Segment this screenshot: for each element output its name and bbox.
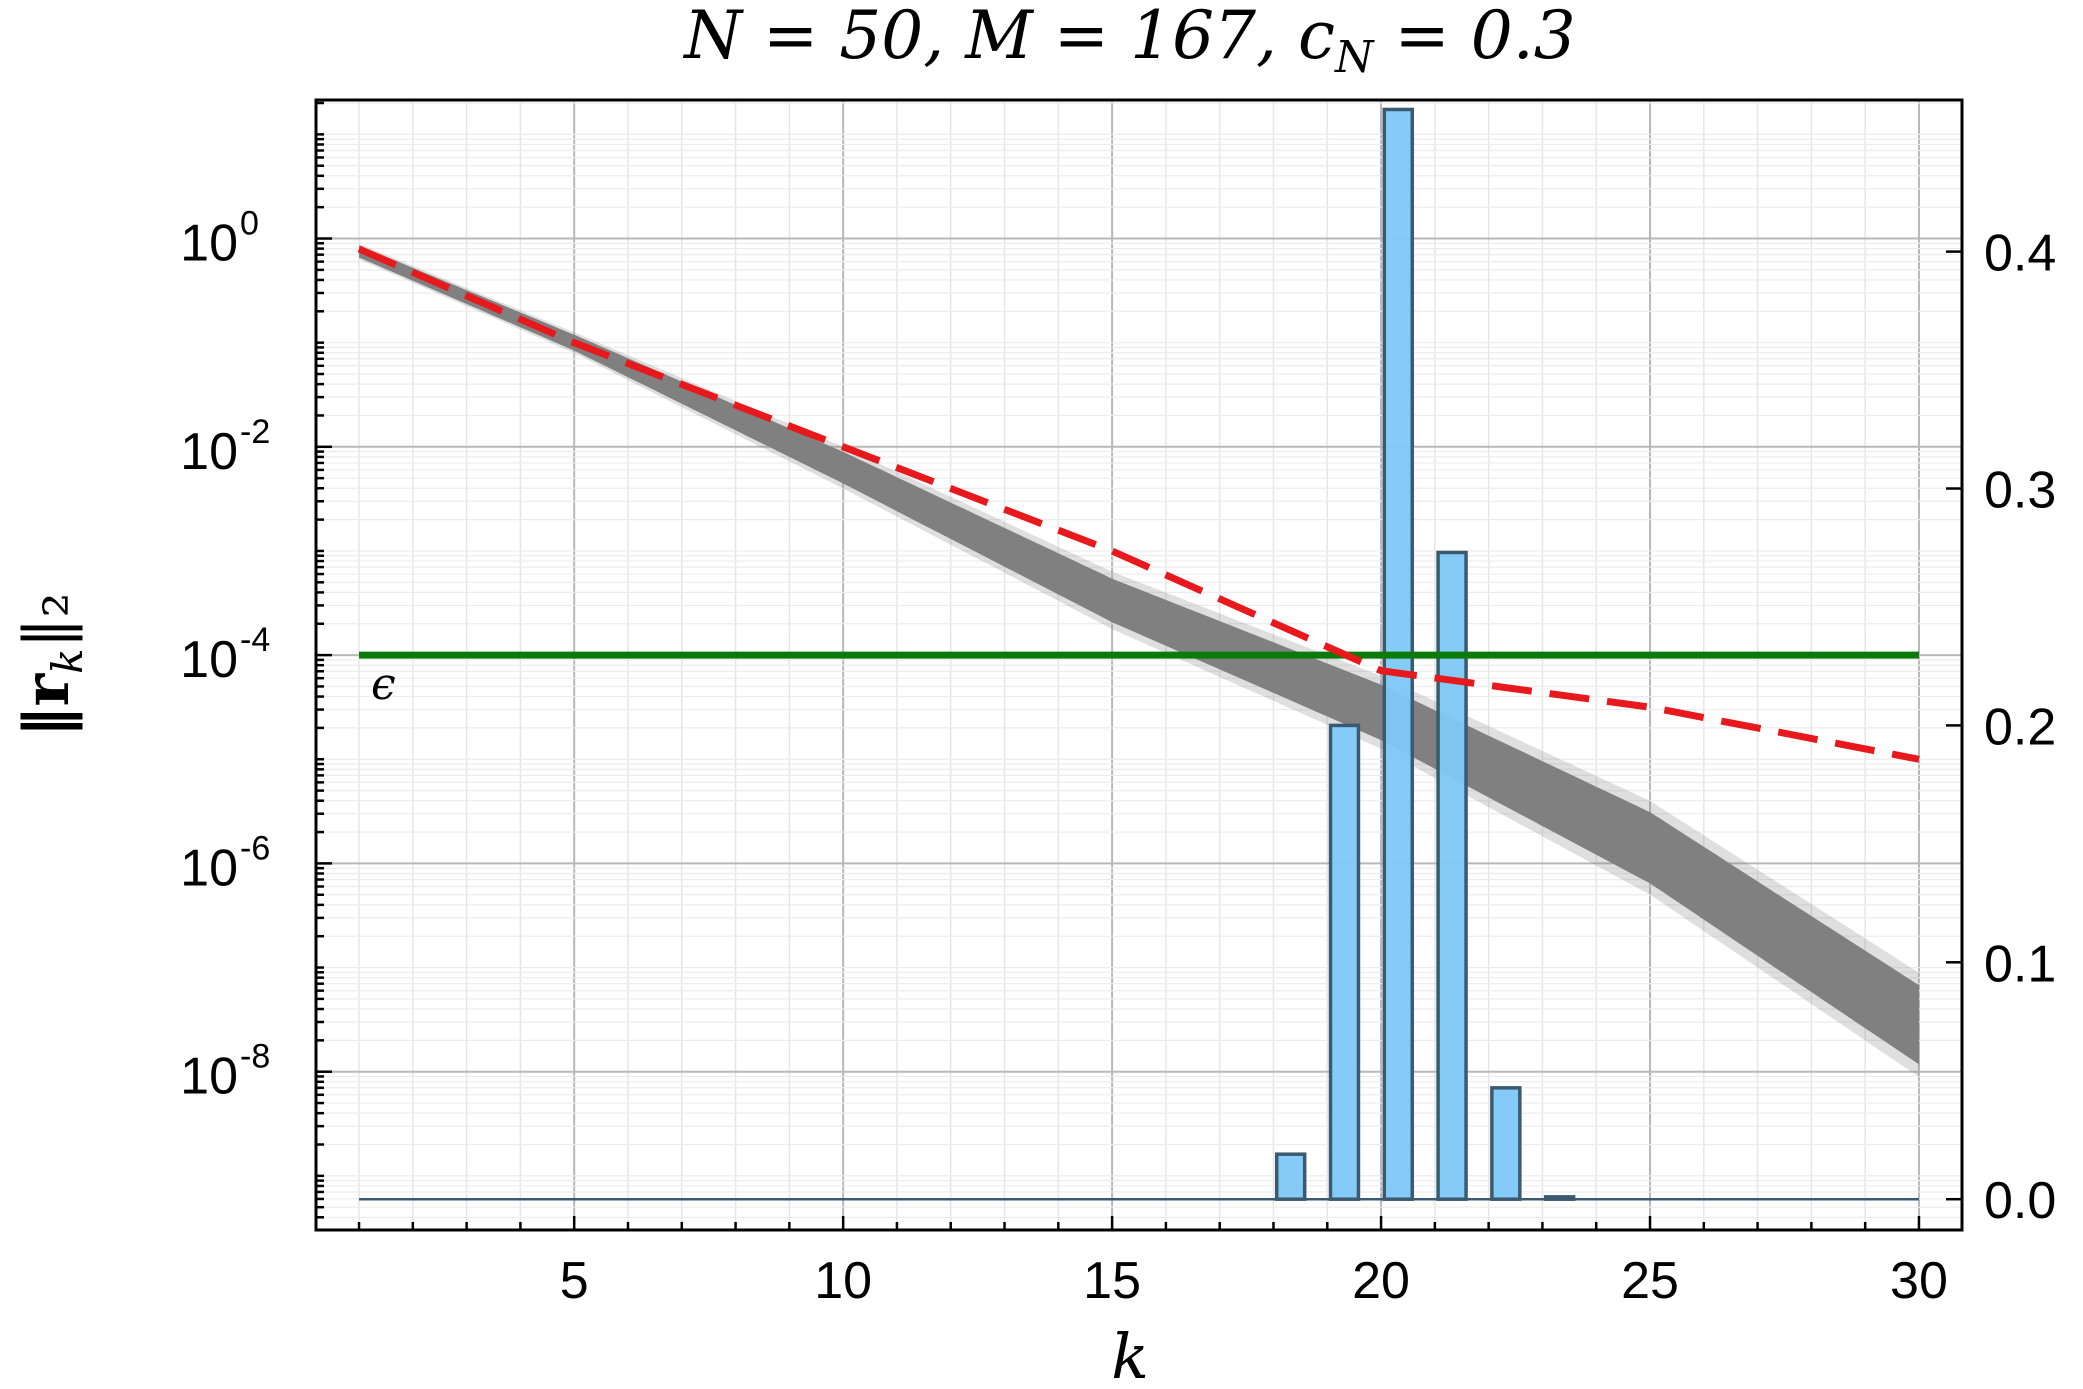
bar bbox=[1436, 550, 1468, 1201]
x-tick-label: 5 bbox=[560, 1252, 589, 1310]
bar bbox=[1490, 1086, 1522, 1201]
left-tick-exponent: 0 bbox=[240, 205, 259, 243]
right-tick-label: 0.1 bbox=[1984, 935, 2056, 993]
left-tick-label: 10 bbox=[180, 215, 238, 273]
title-rest: = 0.3 bbox=[1373, 0, 1575, 74]
x-axis-ticks: 5 10 15 20 25 30 bbox=[357, 1216, 1948, 1310]
right-axis-ticks: 0.0 0.1 0.2 0.3 0.4 bbox=[1946, 225, 2056, 1230]
title-subscript: N bbox=[1334, 32, 1375, 83]
ylabel-rest: ‖₂ bbox=[10, 593, 83, 649]
left-tick-label: 10 bbox=[180, 631, 238, 689]
ylabel-main: ‖r bbox=[10, 672, 83, 737]
bar bbox=[1328, 723, 1361, 1201]
left-tick-exponent: -4 bbox=[240, 621, 270, 659]
x-axis-label: k bbox=[1111, 1320, 1149, 1389]
ylabel-subscript: k bbox=[43, 648, 92, 673]
bound-line bbox=[357, 245, 1920, 763]
right-tick-label: 0.3 bbox=[1984, 462, 2056, 520]
epsilon-label: ϵ bbox=[371, 659, 396, 710]
y-axis-label: ‖rk‖₂ bbox=[10, 593, 92, 738]
right-tick-label: 0.0 bbox=[1984, 1172, 2056, 1230]
residual-band bbox=[359, 243, 1919, 1077]
chart-title: N = 50, M = 167, cN = 0.3 bbox=[682, 0, 1575, 83]
band-halo bbox=[359, 243, 1919, 1077]
left-tick-label: 10 bbox=[180, 839, 238, 897]
x-tick-label: 25 bbox=[1621, 1252, 1679, 1310]
x-tick-label: 20 bbox=[1352, 1252, 1410, 1310]
title-main: N = 50, M = 167, c bbox=[682, 0, 1335, 74]
left-tick-exponent: -2 bbox=[240, 413, 270, 451]
reference-lines: ϵ bbox=[357, 245, 1920, 763]
x-tick-label: 10 bbox=[814, 1252, 872, 1310]
bar bbox=[1274, 1152, 1307, 1201]
left-tick-exponent: -8 bbox=[240, 1038, 270, 1076]
right-tick-label: 0.2 bbox=[1984, 698, 2056, 756]
right-tick-label: 0.4 bbox=[1984, 225, 2056, 283]
x-tick-label: 30 bbox=[1890, 1252, 1948, 1310]
left-tick-label: 10 bbox=[180, 423, 238, 481]
left-tick-label: 10 bbox=[180, 1048, 238, 1106]
x-tick-label: 15 bbox=[1083, 1252, 1141, 1310]
grid bbox=[316, 100, 1962, 1230]
left-tick-exponent: -6 bbox=[240, 829, 270, 867]
